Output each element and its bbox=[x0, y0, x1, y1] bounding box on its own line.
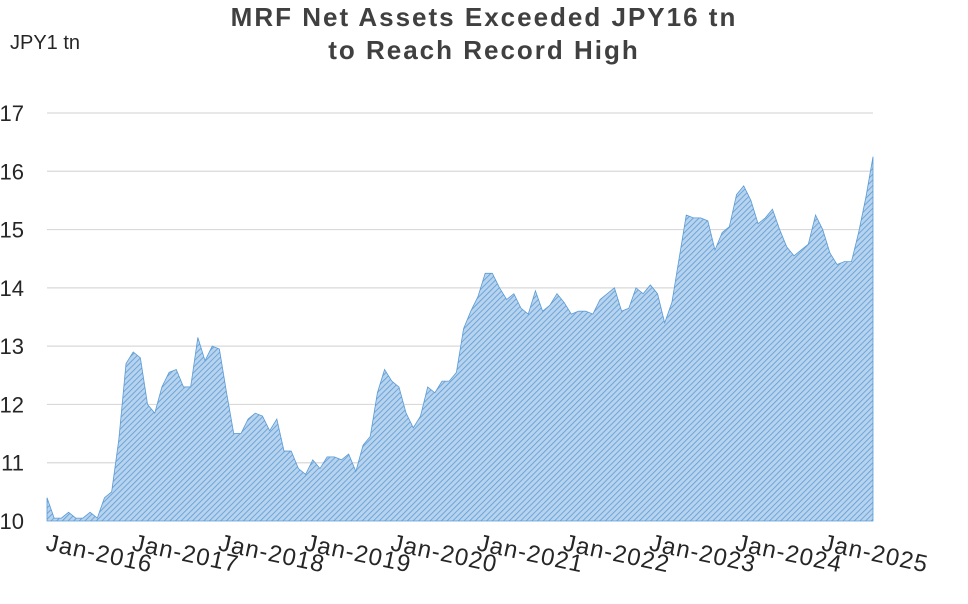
y-tick-label-15: 15 bbox=[0, 218, 24, 243]
y-tick-label-16: 16 bbox=[0, 159, 24, 184]
y-tick-label-12: 12 bbox=[0, 392, 24, 417]
chart-title-line-2: to Reach Record High bbox=[328, 35, 640, 65]
chart-title-line-1: MRF Net Assets Exceeded JPY16 tn bbox=[230, 2, 738, 32]
y-tick-label-14: 14 bbox=[0, 276, 24, 301]
series-area bbox=[46, 156, 874, 522]
y-axis-unit-label: JPY1 tn bbox=[10, 32, 81, 54]
y-tick-label-10: 10 bbox=[0, 509, 24, 534]
y-tick-label-13: 13 bbox=[0, 334, 24, 359]
y-tick-label-17: 17 bbox=[0, 101, 24, 126]
y-tick-label-11: 11 bbox=[1, 451, 24, 476]
